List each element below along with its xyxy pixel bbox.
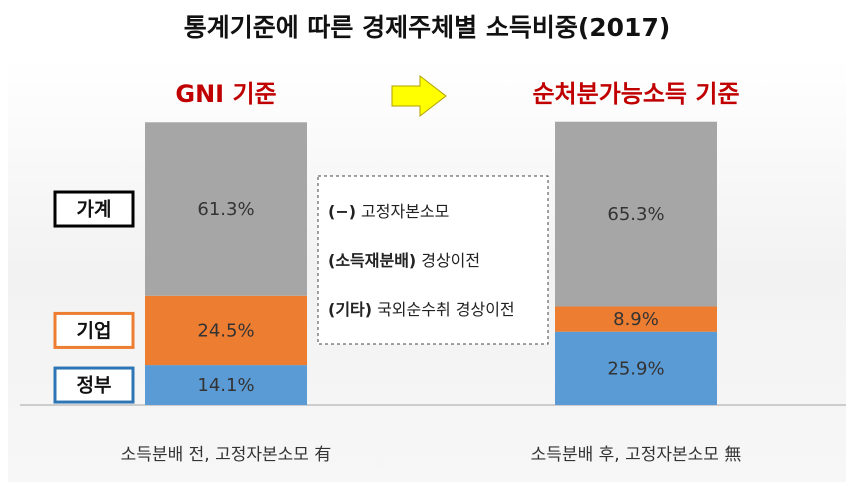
value-label: 25.9% bbox=[607, 358, 664, 379]
legend-label: 가계 bbox=[77, 199, 112, 221]
bar-segment bbox=[145, 295, 307, 366]
annotation-text: 고정자본소모 bbox=[361, 202, 449, 221]
category-note: 소득분배 후, 고정자본소모 無 bbox=[531, 445, 742, 465]
annotation-bold: (−) bbox=[328, 202, 356, 221]
legend-label: 정부 bbox=[77, 375, 112, 397]
value-label: 61.3% bbox=[197, 199, 254, 220]
annotation-box bbox=[317, 175, 549, 345]
value-label: 14.1% bbox=[197, 375, 254, 396]
legend-box bbox=[53, 190, 135, 228]
annotation: (소득재분배) 경상이전 bbox=[328, 251, 480, 270]
value-label: 65.3% bbox=[607, 204, 664, 225]
bar-segment bbox=[145, 122, 307, 296]
annotation-text: 국외순수취 경상이전 bbox=[377, 300, 515, 319]
bar-segment bbox=[145, 365, 307, 405]
bar-segment bbox=[555, 121, 717, 307]
value-label: 24.5% bbox=[197, 320, 254, 341]
legend-box bbox=[53, 311, 135, 349]
bar-segment bbox=[555, 331, 717, 405]
legend-label: 기업 bbox=[77, 320, 112, 342]
chart-title: 통계기준에 따른 경제주체별 소득비중(2017) bbox=[184, 13, 671, 42]
annotation: (−) 고정자본소모 bbox=[328, 202, 449, 221]
legend-box bbox=[53, 366, 135, 404]
arrow bbox=[391, 74, 447, 118]
value-label: 8.9% bbox=[613, 309, 659, 330]
category-label: 순처분가능소득 기준 bbox=[532, 80, 739, 108]
bar-segment bbox=[555, 306, 717, 332]
annotation-bold: (소득재분배) bbox=[328, 251, 416, 270]
annotation-bold: (기타) bbox=[328, 300, 372, 319]
category-note: 소득분배 전, 고정자본소모 有 bbox=[121, 445, 332, 465]
annotation: (기타) 국외순수취 경상이전 bbox=[328, 300, 515, 319]
annotation-text: 경상이전 bbox=[421, 251, 480, 270]
category-label: GNI 기준 bbox=[175, 80, 276, 108]
